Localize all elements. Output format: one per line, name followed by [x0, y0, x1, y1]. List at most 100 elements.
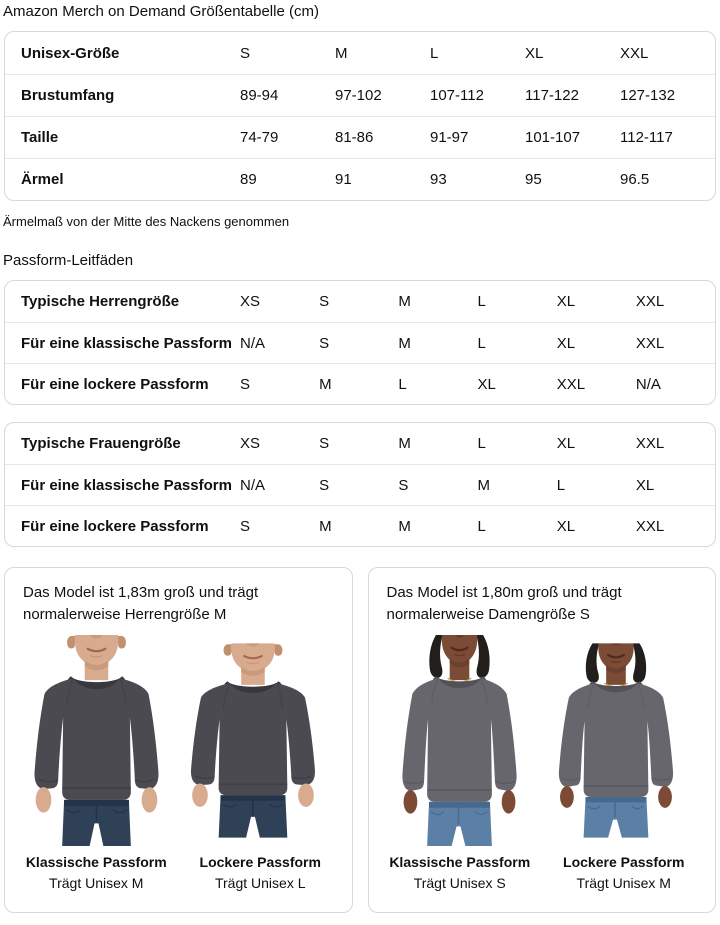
- size-value: S: [240, 517, 251, 535]
- size-value: 127-132: [620, 87, 676, 104]
- size-value: XXL: [635, 517, 665, 535]
- model-figure-classic: Klassische Passform Trägt Unisex S: [380, 634, 540, 892]
- model-cards: Das Model ist 1,83m groß und trägt norma…: [4, 567, 716, 913]
- row-label: Taille: [21, 129, 59, 146]
- size-value: L: [477, 293, 486, 310]
- size-value: XL: [556, 334, 576, 352]
- size-value: L: [556, 476, 566, 494]
- row-label: Unisex-Größe: [21, 44, 120, 62]
- wears-size-label: Trägt Unisex L: [214, 875, 306, 891]
- unisex-size-table: Unisex-Größe S M L XL XXL Brustumfang 89-94 97-1…: [4, 31, 716, 201]
- row-label: Ärmel: [21, 171, 64, 188]
- table-row: Für eine lockere Passform S M L XL XXL N/A: [5, 363, 715, 404]
- size-value: M: [477, 476, 491, 494]
- size-value: 93: [430, 171, 447, 188]
- size-value: M: [335, 44, 348, 62]
- size-value: N/A: [240, 334, 266, 352]
- wears-size-label: Trägt Unisex M: [49, 875, 144, 891]
- size-value: XXL: [556, 375, 586, 393]
- size-value: 89: [240, 171, 257, 188]
- table-row: Unisex-Größe S M L XL XXL: [5, 32, 715, 74]
- row-label: Typische Frauengröße: [21, 435, 181, 452]
- size-value: XS: [240, 293, 261, 310]
- size-value: 95: [525, 171, 542, 188]
- female-model-classic-fit-photo: [381, 634, 538, 847]
- size-value: XXL: [635, 334, 665, 352]
- size-value: 107-112: [430, 87, 484, 104]
- row-label: Für eine klassische Passform: [21, 476, 232, 494]
- row-label: Typische Herrengröße: [21, 293, 180, 310]
- male-model-loose-fit-photo: [182, 634, 339, 847]
- size-value: L: [477, 435, 486, 452]
- size-value: 97-102: [335, 87, 382, 104]
- fit-label: Lockere Passform: [199, 854, 321, 870]
- model-figures: Klassische Passform Trägt Unisex S Locke…: [377, 634, 708, 892]
- female-model-loose-fit-photo: [545, 634, 702, 847]
- size-value: 101-107: [525, 129, 581, 146]
- model-description: Das Model ist 1,80m groß und trägt norma…: [386, 584, 622, 623]
- size-value: XXL: [635, 435, 665, 452]
- women-fit-table: Typische Frauengröße XS S M L XL XXL Für eine k…: [4, 422, 716, 547]
- wears-size-label: Trägt Unisex S: [413, 875, 506, 891]
- size-value: 96.5: [620, 171, 650, 188]
- size-value: L: [477, 334, 486, 352]
- size-value: S: [319, 435, 330, 452]
- table-row: Ärmel 89 91 93 95 96.5: [5, 158, 715, 200]
- table-row: Für eine klassische Passform N/A S M L XL XXL: [5, 322, 715, 363]
- size-value: S: [319, 476, 330, 494]
- size-value: M: [398, 334, 411, 352]
- row-label: Für eine lockere Passform: [21, 375, 209, 393]
- size-value: M: [398, 293, 411, 310]
- model-figure-loose: Lockere Passform Trägt Unisex L: [180, 634, 340, 892]
- row-label: Für eine lockere Passform: [21, 517, 209, 535]
- table-row: Für eine lockere Passform S M M L XL XXL: [5, 505, 715, 546]
- size-value: XL: [477, 375, 496, 393]
- size-value: L: [477, 517, 486, 535]
- size-value: XXL: [635, 293, 665, 310]
- wears-size-label: Trägt Unisex M: [576, 875, 671, 891]
- size-value: 89-94: [240, 87, 279, 104]
- size-value: L: [398, 375, 407, 393]
- men-fit-table: Typische Herrengröße XS S M L XL XXL Für eine k…: [4, 280, 716, 405]
- size-value: XS: [240, 435, 261, 452]
- table-row: Für eine klassische Passform N/A S S M L XL: [5, 464, 715, 505]
- model-description: Das Model ist 1,83m groß und trägt norma…: [23, 584, 259, 623]
- table-row: Taille 74-79 81-86 91-97 101-107 112-117: [5, 116, 715, 158]
- size-value: M: [398, 435, 411, 452]
- size-value: S: [240, 44, 251, 62]
- fit-guides-heading: Passform-Leitfäden: [3, 252, 134, 269]
- row-label: Brustumfang: [21, 87, 115, 104]
- size-value: XL: [525, 44, 544, 62]
- size-value: 81-86: [335, 129, 374, 146]
- model-card-women: Das Model ist 1,80m groß und trägt norma…: [367, 567, 716, 913]
- size-value: S: [398, 476, 409, 494]
- size-value: XL: [556, 293, 576, 310]
- size-value: XL: [556, 517, 576, 535]
- size-value: XXL: [620, 44, 649, 62]
- fit-label: Lockere Passform: [563, 854, 685, 870]
- size-value: 117-122: [525, 87, 579, 104]
- page-title: Amazon Merch on Demand Größentabelle (cm…: [3, 3, 319, 20]
- table-row: Brustumfang 89-94 97-102 107-112 117-122 127-…: [5, 74, 715, 116]
- male-model-classic-fit-photo: [18, 634, 175, 847]
- size-value: N/A: [240, 476, 266, 494]
- model-figures: Klassische Passform Trägt Unisex M Locke…: [13, 634, 344, 892]
- size-value: XL: [635, 476, 655, 494]
- size-value: 74-79: [240, 129, 279, 146]
- table-row: Typische Frauengröße XS S M L XL XXL: [5, 423, 715, 464]
- size-value: 112-117: [620, 129, 673, 146]
- size-value: 91-97: [430, 129, 469, 146]
- fit-label: Klassische Passform: [25, 854, 167, 870]
- size-value: M: [319, 375, 332, 393]
- fit-label: Klassische Passform: [389, 854, 531, 870]
- size-value: M: [319, 517, 332, 535]
- size-value: 91: [335, 171, 352, 188]
- model-figure-classic: Klassische Passform Trägt Unisex M: [16, 634, 176, 892]
- size-value: S: [319, 334, 330, 352]
- size-value: XL: [556, 435, 576, 452]
- size-value: S: [240, 375, 251, 393]
- table-row: Typische Herrengröße XS S M L XL XXL: [5, 281, 715, 322]
- sleeve-measure-note: Ärmelmaß von der Mitte des Nackens genom…: [3, 214, 290, 229]
- size-value: L: [430, 44, 439, 62]
